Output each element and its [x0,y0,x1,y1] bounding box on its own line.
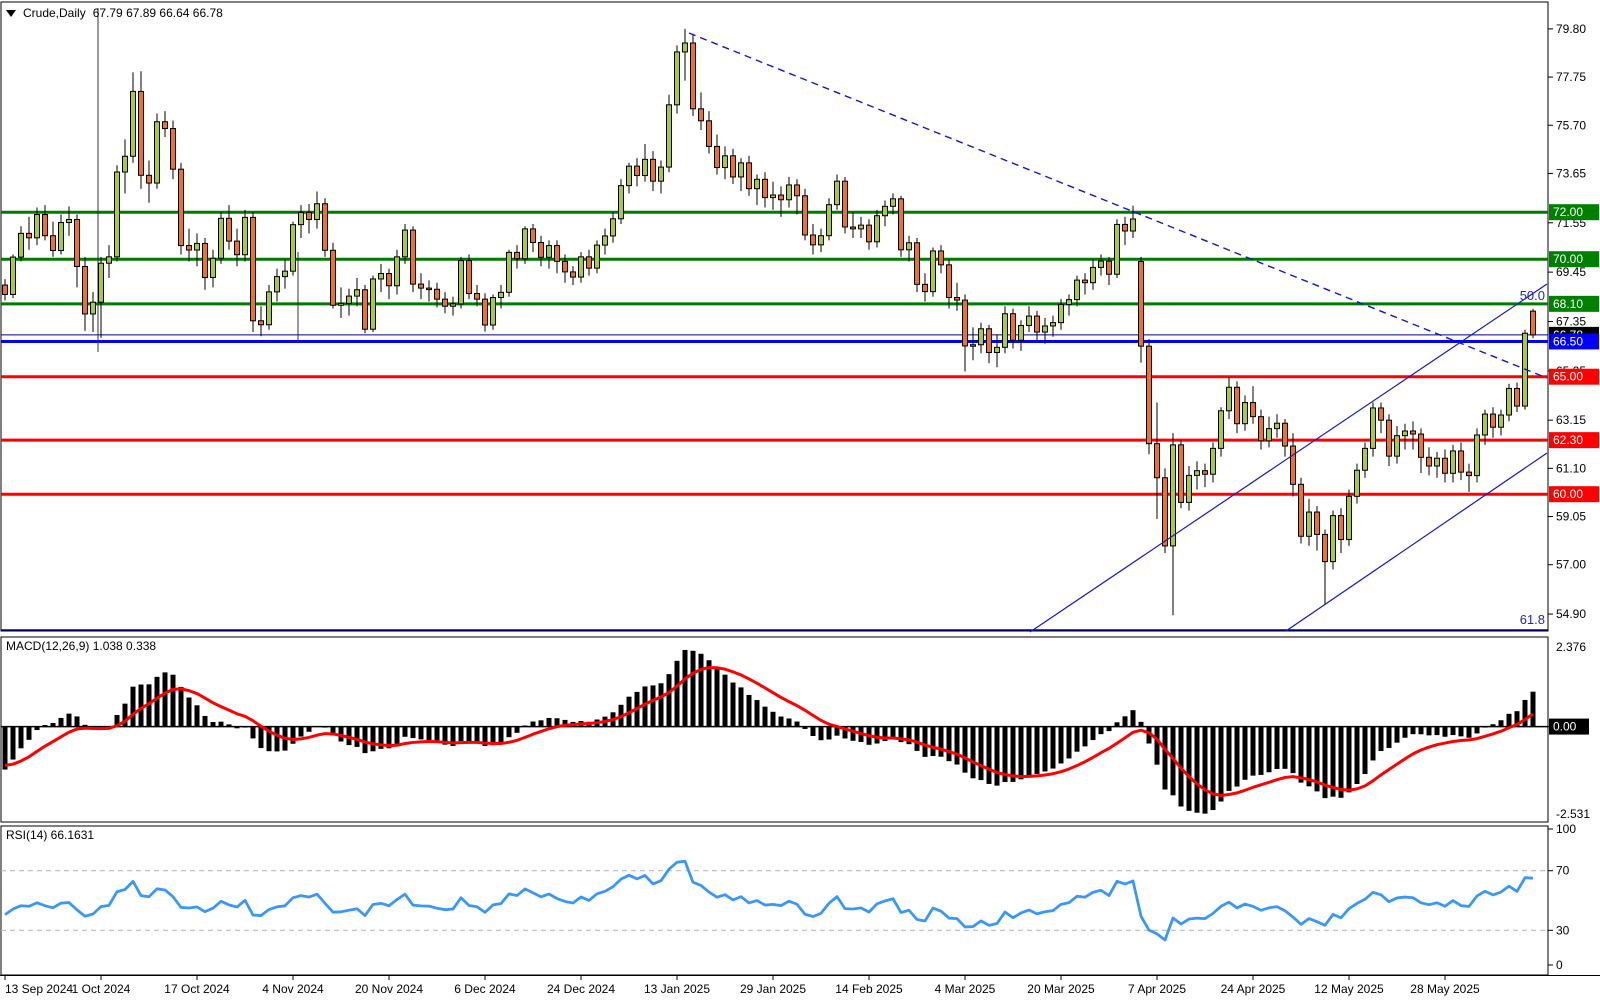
svg-text:7 Apr 2025: 7 Apr 2025 [1128,982,1186,996]
svg-text:4 Mar 2025: 4 Mar 2025 [935,982,996,996]
chart-title[interactable]: Crude,Daily 67.79 67.89 66.64 66.78 [6,6,223,20]
svg-text:20 Mar 2025: 20 Mar 2025 [1027,982,1095,996]
svg-text:69.45: 69.45 [1556,265,1586,279]
svg-text:54.90: 54.90 [1556,607,1586,621]
svg-text:59.05: 59.05 [1556,510,1586,524]
svg-text:4 Nov 2024: 4 Nov 2024 [262,982,324,996]
svg-text:77.75: 77.75 [1556,70,1586,84]
symbol-dropdown-icon[interactable] [6,9,16,17]
svg-text:12 May 2025: 12 May 2025 [1314,982,1384,996]
svg-text:66.50: 66.50 [1553,334,1583,348]
svg-text:14 Feb 2025: 14 Feb 2025 [835,982,903,996]
svg-text:65.00: 65.00 [1553,370,1583,384]
svg-text:70.00: 70.00 [1553,252,1583,266]
svg-text:67.35: 67.35 [1556,314,1586,328]
ascending-lower[interactable] [1285,452,1548,632]
svg-text:100: 100 [1556,822,1576,836]
svg-text:61.8: 61.8 [1520,612,1545,627]
svg-text:24 Dec 2024: 24 Dec 2024 [547,982,615,996]
svg-text:0: 0 [1556,958,1563,972]
macd-histogram [1,649,1548,814]
descending-dashed[interactable] [688,32,1548,379]
svg-text:62.30: 62.30 [1553,433,1583,447]
rsi-line [1,859,1548,942]
svg-text:30: 30 [1556,923,1570,937]
svg-text:20 Nov 2024: 20 Nov 2024 [355,982,423,996]
svg-text:24 Apr 2025: 24 Apr 2025 [1221,982,1286,996]
trendlines[interactable] [688,32,1548,633]
svg-text:13 Sep 2024: 13 Sep 2024 [5,982,73,996]
svg-text:2.376: 2.376 [1556,640,1586,654]
axes-labels: 79.8077.7575.7073.6571.5569.4567.3565.25… [4,22,1599,996]
svg-text:72.00: 72.00 [1553,205,1583,219]
svg-text:73.65: 73.65 [1556,166,1586,180]
svg-text:79.80: 79.80 [1556,22,1586,36]
svg-text:57.00: 57.00 [1556,558,1586,572]
candlesticks [2,28,1536,616]
svg-text:1 Oct 2024: 1 Oct 2024 [72,982,131,996]
svg-text:13 Jan 2025: 13 Jan 2025 [644,982,710,996]
svg-text:63.15: 63.15 [1556,413,1586,427]
svg-text:0.00: 0.00 [1553,720,1577,734]
horizontal-level-lines[interactable] [1,210,1548,631]
title-ohlc-values: 67.79 67.89 66.64 66.78 [92,6,223,20]
svg-text:75.70: 75.70 [1556,118,1586,132]
svg-text:29 Jan 2025: 29 Jan 2025 [740,982,806,996]
macd-indicator-label: MACD(12,26,9) 1.038 0.338 [6,639,157,653]
svg-text:70: 70 [1556,864,1570,878]
svg-text:28 May 2025: 28 May 2025 [1410,982,1480,996]
rsi-indicator-label: RSI(14) 66.1631 [6,828,95,842]
svg-text:61.10: 61.10 [1556,461,1586,475]
panel-frames [0,1,1600,976]
svg-text:-2.531: -2.531 [1556,807,1590,821]
ascending-upper[interactable] [1029,283,1548,633]
svg-text:68.10: 68.10 [1553,297,1583,311]
svg-text:17 Oct 2024: 17 Oct 2024 [164,982,230,996]
svg-text:60.00: 60.00 [1553,487,1583,501]
symbol-period-label: Crude,Daily [23,6,86,20]
svg-text:50.0: 50.0 [1520,288,1545,303]
svg-text:6 Dec 2024: 6 Dec 2024 [454,982,516,996]
